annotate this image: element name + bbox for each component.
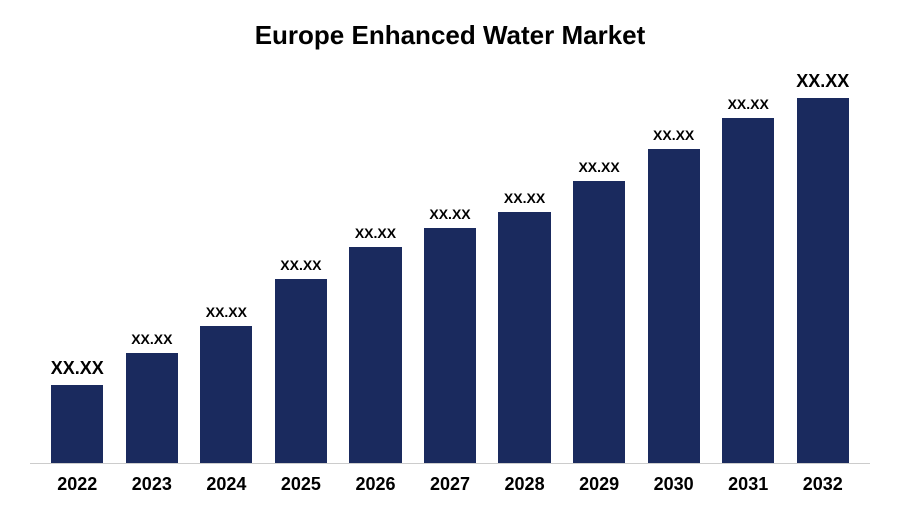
x-axis-label: 2025 bbox=[264, 474, 339, 495]
bar-value-label: XX.XX bbox=[653, 127, 694, 143]
x-axis-label: 2024 bbox=[189, 474, 264, 495]
bar-group: XX.XX bbox=[562, 71, 637, 463]
bar bbox=[349, 247, 401, 463]
bar-value-label: XX.XX bbox=[355, 225, 396, 241]
x-axis-label: 2029 bbox=[562, 474, 637, 495]
x-axis-label: 2028 bbox=[487, 474, 562, 495]
bar-value-label: XX.XX bbox=[578, 159, 619, 175]
bar-value-label: XX.XX bbox=[206, 304, 247, 320]
bar-group: XX.XX bbox=[40, 71, 115, 463]
bar-group: XX.XX bbox=[487, 71, 562, 463]
bar bbox=[200, 326, 252, 463]
bar bbox=[498, 212, 550, 463]
chart-title: Europe Enhanced Water Market bbox=[30, 20, 870, 51]
bar bbox=[573, 181, 625, 463]
bar-value-label: XX.XX bbox=[504, 190, 545, 206]
bar-group: XX.XX bbox=[785, 71, 860, 463]
x-axis-label: 2022 bbox=[40, 474, 115, 495]
x-axis-label: 2031 bbox=[711, 474, 786, 495]
bar bbox=[126, 353, 178, 463]
bar-group: XX.XX bbox=[264, 71, 339, 463]
x-axis-label: 2026 bbox=[338, 474, 413, 495]
bar-value-label: XX.XX bbox=[280, 257, 321, 273]
x-axis-label: 2027 bbox=[413, 474, 488, 495]
x-axis: 2022202320242025202620272028202920302031… bbox=[30, 464, 870, 495]
x-axis-label: 2023 bbox=[115, 474, 190, 495]
chart-container: Europe Enhanced Water Market XX.XXXX.XXX… bbox=[0, 0, 900, 525]
bar-value-label: XX.XX bbox=[429, 206, 470, 222]
bar bbox=[424, 228, 476, 463]
plot-area: XX.XX XX.XX XX.XX XX.XX XX.XX XX.XX XX.XX XX.XX… bbox=[30, 71, 870, 464]
bar-value-label: XX.XX bbox=[51, 358, 104, 379]
bar-value-label: XX.XX bbox=[728, 96, 769, 112]
bar-group: XX.XX bbox=[338, 71, 413, 463]
bar-group: XX.XX bbox=[189, 71, 264, 463]
bar bbox=[51, 385, 103, 463]
bar-group: XX.XX bbox=[636, 71, 711, 463]
bar bbox=[648, 149, 700, 463]
bar bbox=[797, 98, 849, 463]
x-axis-label: 2030 bbox=[636, 474, 711, 495]
bar bbox=[722, 118, 774, 463]
bar-group: XX.XX bbox=[115, 71, 190, 463]
bar-group: XX.XX bbox=[711, 71, 786, 463]
bar-value-label: XX.XX bbox=[131, 331, 172, 347]
bar-group: XX.XX bbox=[413, 71, 488, 463]
x-axis-label: 2032 bbox=[785, 474, 860, 495]
bar-value-label: XX.XX bbox=[796, 71, 849, 92]
bar bbox=[275, 279, 327, 463]
